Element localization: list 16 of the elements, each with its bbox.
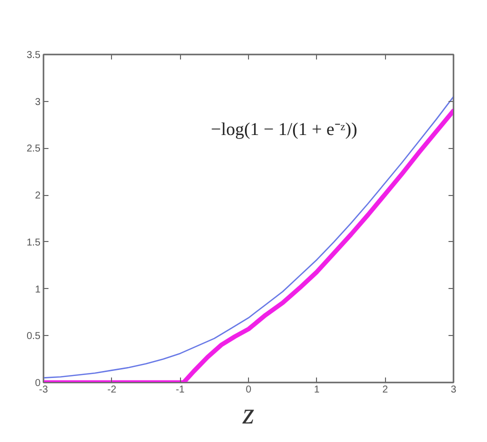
y-tick-label: 1 (34, 284, 41, 296)
y-tick-label: 3.5 (26, 50, 41, 61)
x-tick-label: 2 (382, 384, 388, 396)
x-tick-label: -3 (39, 384, 48, 396)
x-axis-title: z (242, 398, 255, 430)
annotation: −log(1 − 1/(1 + e⁻ᶻ)) (210, 118, 358, 139)
x-tick-label: 1 (314, 384, 320, 396)
y-tick-label: 2.5 (26, 144, 41, 155)
x-tick-label: -1 (176, 384, 186, 396)
y-tick-label: 0.5 (26, 331, 41, 342)
y-tick-label: 1.5 (26, 237, 41, 248)
x-tick-label: -2 (107, 384, 117, 396)
x-tick-label: 0 (246, 384, 252, 396)
x-tick-label: 3 (450, 384, 457, 396)
y-tick-label: 2 (34, 190, 41, 202)
y-tick-label: 3 (34, 96, 41, 108)
